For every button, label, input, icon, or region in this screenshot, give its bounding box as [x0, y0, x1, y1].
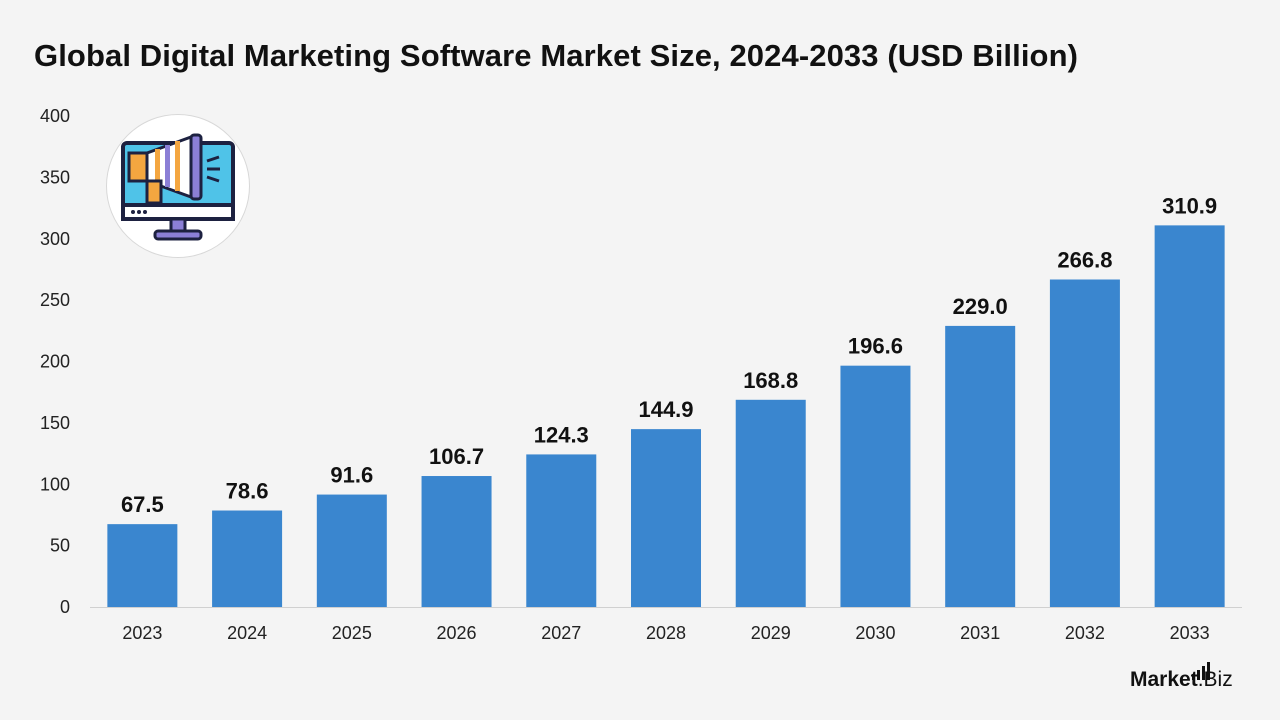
bar — [212, 510, 283, 607]
bar-value-label: 124.3 — [534, 422, 589, 447]
bar-value-label: 266.8 — [1057, 248, 1112, 273]
bar — [316, 494, 387, 607]
x-tick-label: 2030 — [855, 623, 895, 643]
logo-brand: Market — [1130, 668, 1198, 691]
y-tick-label: 400 — [40, 106, 70, 126]
x-tick-label: 2027 — [541, 623, 581, 643]
x-tick-label: 2026 — [437, 623, 477, 643]
bar — [840, 365, 911, 607]
bar-value-label: 196.6 — [848, 334, 903, 359]
y-tick-label: 0 — [60, 597, 70, 617]
y-tick-label: 100 — [40, 474, 70, 494]
bar-value-label: 67.5 — [121, 492, 164, 517]
bar-value-label: 144.9 — [638, 397, 693, 422]
bar — [1154, 225, 1225, 608]
y-tick-label: 300 — [40, 229, 70, 249]
bar-value-label: 168.8 — [743, 368, 798, 393]
chart-title: Global Digital Marketing Software Market… — [34, 38, 1079, 73]
bar — [421, 476, 492, 607]
logo-bars-icon — [1192, 662, 1210, 680]
x-tick-label: 2025 — [332, 623, 372, 643]
y-tick-label: 200 — [40, 352, 70, 372]
x-tick-label: 2028 — [646, 623, 686, 643]
bar — [631, 429, 701, 607]
x-tick-label: 2029 — [751, 623, 791, 643]
x-tick-label: 2024 — [227, 623, 267, 643]
x-tick-label: 2023 — [122, 623, 162, 643]
y-tick-label: 350 — [40, 167, 70, 187]
bar-value-label: 78.6 — [226, 479, 269, 504]
x-tick-label: 2033 — [1170, 623, 1210, 643]
y-tick-label: 250 — [40, 290, 70, 310]
logo-suffix: .Biz — [1197, 668, 1233, 691]
bar-value-label: 106.7 — [429, 444, 484, 469]
bar — [1049, 279, 1120, 607]
x-tick-label: 2032 — [1065, 623, 1105, 643]
bar-value-label: 310.9 — [1162, 193, 1217, 218]
bar — [107, 524, 178, 607]
bar-value-label: 91.6 — [330, 463, 373, 488]
x-tick-label: 2031 — [960, 623, 1000, 643]
bar — [735, 399, 806, 607]
marketbiz-logo: Market .Biz — [1130, 662, 1233, 692]
y-tick-label: 50 — [50, 536, 70, 556]
y-tick-label: 150 — [40, 413, 70, 433]
bar — [945, 325, 1016, 607]
bar — [526, 454, 597, 607]
bar-value-label: 229.0 — [953, 294, 1008, 319]
megaphone-monitor-icon — [106, 114, 250, 258]
